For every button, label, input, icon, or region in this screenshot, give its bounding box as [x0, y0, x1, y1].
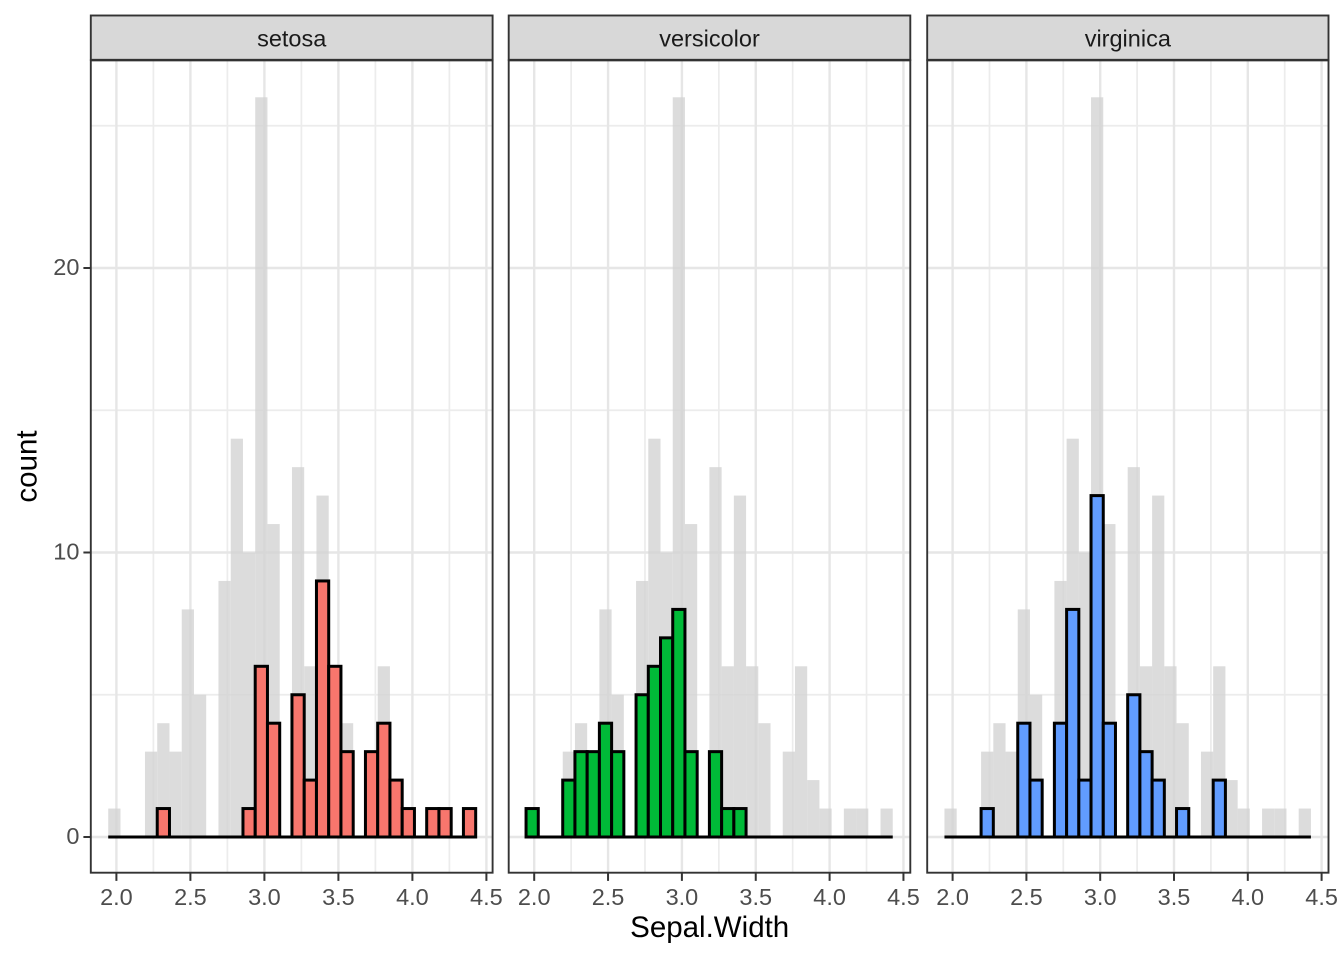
svg-text:Sepal.Width: Sepal.Width	[630, 911, 789, 944]
svg-text:setosa: setosa	[257, 25, 327, 51]
svg-text:2.5: 2.5	[1010, 884, 1043, 910]
svg-text:3.5: 3.5	[1158, 884, 1191, 910]
svg-text:4.5: 4.5	[470, 884, 503, 910]
svg-text:4.5: 4.5	[887, 884, 920, 910]
svg-text:3.0: 3.0	[1084, 884, 1117, 910]
svg-text:3.0: 3.0	[248, 884, 281, 910]
svg-text:virginica: virginica	[1085, 25, 1172, 51]
svg-text:3.5: 3.5	[322, 884, 355, 910]
svg-text:4.5: 4.5	[1305, 884, 1338, 910]
svg-text:0: 0	[66, 823, 79, 849]
svg-text:4.0: 4.0	[813, 884, 846, 910]
svg-text:3.5: 3.5	[739, 884, 772, 910]
svg-text:2.0: 2.0	[518, 884, 551, 910]
svg-text:2.0: 2.0	[100, 884, 133, 910]
svg-text:versicolor: versicolor	[659, 25, 760, 51]
svg-text:3.0: 3.0	[666, 884, 699, 910]
svg-text:4.0: 4.0	[396, 884, 429, 910]
svg-text:count: count	[11, 430, 44, 502]
svg-text:4.0: 4.0	[1231, 884, 1264, 910]
svg-text:2.5: 2.5	[174, 884, 207, 910]
svg-text:2.5: 2.5	[592, 884, 625, 910]
svg-text:10: 10	[53, 538, 79, 564]
svg-text:20: 20	[53, 254, 79, 280]
svg-text:2.0: 2.0	[936, 884, 969, 910]
